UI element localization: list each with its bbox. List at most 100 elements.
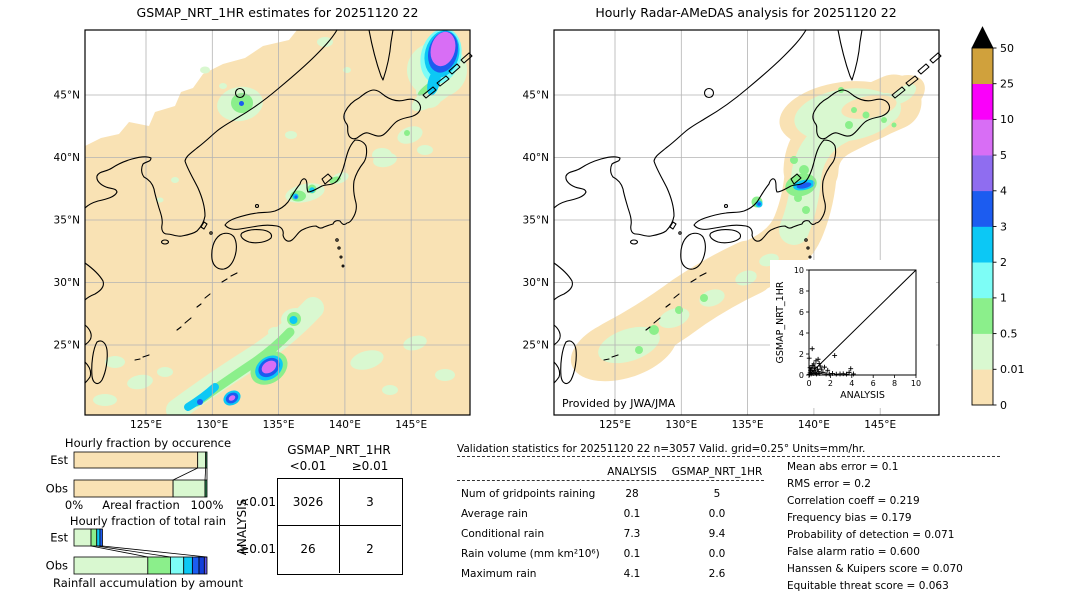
scatter-point bbox=[832, 353, 838, 358]
bar-row-label: Obs bbox=[46, 559, 68, 573]
scatter-point bbox=[811, 361, 817, 367]
gsmap-precip-field bbox=[85, 30, 467, 415]
lon-tick-label: 145°E bbox=[395, 419, 427, 431]
lon-tick-label: 135°E bbox=[263, 419, 295, 431]
bar-segment bbox=[170, 556, 185, 575]
bar-segment bbox=[99, 528, 103, 547]
credit-text: Provided by JWA/JMA bbox=[562, 397, 676, 410]
lat-tick-label: 40°N bbox=[54, 152, 80, 164]
lat-tick-label: 30°N bbox=[54, 277, 80, 289]
stats-value-gsmap: 2.6 bbox=[708, 568, 726, 580]
scatter-point bbox=[817, 363, 823, 369]
inset-y-tick-label: 8 bbox=[799, 287, 804, 296]
colorbar-segment bbox=[972, 119, 993, 156]
inset-x-axis-label: ANALYSIS bbox=[840, 390, 885, 401]
gsmap-map-panel: 45°N 40°N 35°N 30°N 25°N 125°E 130°E 135°E 140°E… bbox=[54, 29, 473, 432]
scatter-point bbox=[820, 369, 826, 375]
lat-tick-label: 35°N bbox=[54, 215, 80, 227]
gsmap-map-border bbox=[84, 29, 471, 416]
bar-connector bbox=[96, 545, 171, 558]
scatter-point bbox=[830, 371, 835, 376]
score-line: False alarm ratio = 0.600 bbox=[787, 546, 920, 558]
radar-map-border bbox=[553, 29, 940, 416]
gsmap-map: 45°N 40°N 35°N 30°N 25°N 125°E 130°E 135°E 140°E… bbox=[54, 29, 473, 432]
lat-tick-label: 25°N bbox=[54, 340, 80, 352]
lon-tick-label: 130°E bbox=[196, 419, 228, 431]
radar-map: 00 2 2 4 4 6 6 8 8 10 10 ANALYSIS GSMAP_NRT_1HR Prov… bbox=[523, 29, 942, 431]
score-line: RMS error = 0.2 bbox=[787, 478, 871, 490]
bar-segment bbox=[205, 451, 208, 469]
contingency-row-label: ≥0.01 bbox=[239, 542, 276, 556]
stats-value-gsmap: 9.4 bbox=[708, 528, 726, 540]
colorbar-segment bbox=[972, 190, 993, 227]
stats-value-gsmap: 5 bbox=[713, 488, 721, 500]
bar-connector bbox=[204, 467, 207, 481]
score-line: Equitable threat score = 0.063 bbox=[787, 580, 949, 592]
stats-value-analysis: 0.1 bbox=[623, 548, 641, 560]
stats-value-analysis: 7.3 bbox=[623, 528, 641, 540]
bar-row-label: Est bbox=[50, 531, 68, 545]
lat-tick-label: 35°N bbox=[523, 215, 549, 227]
bar-connector bbox=[172, 467, 198, 481]
stats-divider bbox=[457, 456, 1000, 457]
bar-segment bbox=[198, 556, 205, 575]
lon-tick-label: 130°E bbox=[665, 419, 697, 431]
bar-segment bbox=[197, 451, 207, 469]
bar-segment bbox=[191, 556, 200, 575]
left-map-title: GSMAP_NRT_1HR estimates for 20251120 22 bbox=[136, 5, 419, 20]
colorbar: 0 0.01 0.5 1 2 3 4 5 10 25 50 bbox=[971, 26, 1025, 412]
scatter-point bbox=[822, 364, 827, 370]
bar-segment bbox=[73, 556, 149, 575]
stats-title: Validation statistics for 20251120 22 n=… bbox=[457, 443, 866, 455]
lat-tick-label: 30°N bbox=[523, 277, 549, 289]
stats-col-header: GSMAP_NRT_1HR bbox=[671, 466, 763, 478]
identity-line bbox=[808, 269, 917, 376]
inset-x-tick-label: 4 bbox=[849, 379, 854, 388]
stats-value-analysis: 0.1 bbox=[623, 508, 641, 520]
inset-y-tick-label: 6 bbox=[799, 308, 804, 317]
totalrain-chart-title: Hourly fraction of total rain bbox=[70, 514, 226, 528]
stats-value-gsmap: 0.0 bbox=[708, 508, 726, 520]
bar-segment bbox=[172, 479, 206, 498]
colorbar-segment bbox=[972, 262, 993, 299]
colorbar-segment bbox=[972, 155, 993, 192]
contingency-col-group-label: GSMAP_NRT_1HR bbox=[287, 443, 391, 457]
score-line: Correlation coeff = 0.219 bbox=[787, 495, 920, 507]
lat-tick-label: 40°N bbox=[523, 152, 549, 164]
colorbar-tick-label: 4 bbox=[1000, 185, 1007, 198]
scatter-inset: 00 2 2 4 4 6 6 8 8 10 10 ANALYSIS GSMAP_NRT_1HR bbox=[770, 260, 936, 408]
scatter-point bbox=[848, 366, 854, 372]
lat-tick-label: 45°N bbox=[523, 90, 549, 102]
scatter-point bbox=[806, 355, 812, 361]
inset-y-tick-label: 10 bbox=[794, 266, 804, 275]
contingency-cell-value: 3 bbox=[366, 495, 374, 509]
inset-y-tick-label: 2 bbox=[799, 350, 804, 359]
scatter-point bbox=[807, 370, 813, 376]
contingency-col-label: ≥0.01 bbox=[351, 459, 389, 473]
bar-row-label: Est bbox=[50, 453, 68, 467]
contingency-divider bbox=[277, 525, 401, 526]
colorbar-tick-label: 50 bbox=[1000, 42, 1014, 55]
colorbar-tick-label: 0 bbox=[1000, 399, 1007, 412]
lon-tick-label: 125°E bbox=[130, 419, 162, 431]
lat-tick-label: 25°N bbox=[523, 340, 549, 352]
colorbar-tick-label: 25 bbox=[1000, 78, 1014, 91]
lon-tick-label: 140°E bbox=[329, 419, 361, 431]
inset-x-tick-label: 10 bbox=[911, 379, 921, 388]
gsmap-gridlines bbox=[85, 30, 470, 415]
inset-y-axis-label: GSMAP_NRT_1HR bbox=[775, 281, 786, 363]
colorbar-tick-label: 2 bbox=[1000, 256, 1007, 269]
radar-map-panel: 00 2 2 4 4 6 6 8 8 10 10 ANALYSIS GSMAP_NRT_1HR Prov… bbox=[523, 29, 942, 431]
bar-segment bbox=[203, 556, 208, 575]
colorbar-tick-label: 0.01 bbox=[1000, 363, 1025, 376]
scatter-point bbox=[810, 371, 816, 376]
axis-100pct-label: 100% bbox=[191, 498, 224, 512]
gsmap-axis-ticks: 45°N 40°N 35°N 30°N 25°N 125°E 130°E 135°E 140°E… bbox=[54, 90, 428, 432]
bar-segment bbox=[96, 528, 101, 547]
colorbar-tick-label: 5 bbox=[1000, 149, 1007, 162]
scatter-point bbox=[814, 371, 819, 377]
contingency-cell-value: 2 bbox=[366, 542, 374, 556]
bar-segment bbox=[73, 451, 199, 469]
stats-row-label: Conditional rain bbox=[461, 528, 545, 540]
